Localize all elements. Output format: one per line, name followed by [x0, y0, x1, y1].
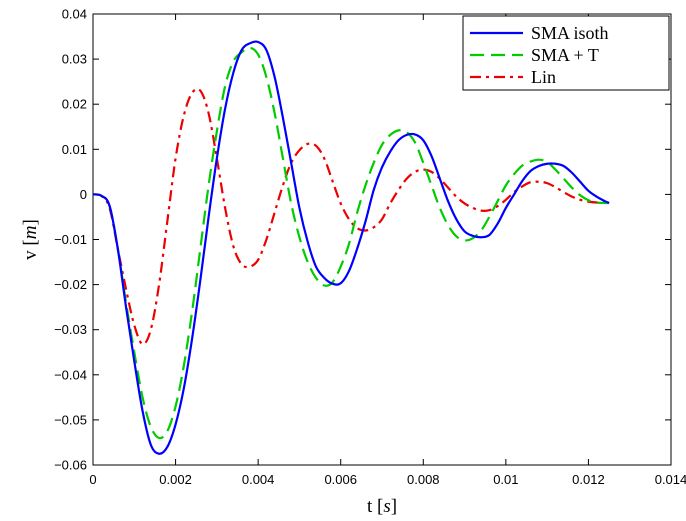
legend-entry: SMA isoth	[470, 23, 609, 43]
y-tick-label: −0.01	[54, 232, 87, 247]
x-axis-label-unit: s	[383, 496, 390, 517]
x-tick-label: 0.006	[324, 472, 357, 487]
x-axis-label: t [s]	[367, 496, 397, 517]
x-axis-label-close-bracket: ]	[391, 496, 397, 517]
y-axis-ticks: −0.06 −0.05 −0.04 −0.03 −0.02 −0.01 0 0.01 0.02 0…	[54, 7, 671, 473]
x-tick-label: 0.014	[655, 472, 686, 487]
legend-label: SMA isoth	[531, 23, 609, 43]
x-tick-label: 0.002	[159, 472, 192, 487]
y-axis-label-open-bracket: [	[20, 239, 41, 245]
y-axis-label-var: v	[20, 250, 41, 260]
x-axis-label-open-bracket: [	[377, 496, 383, 517]
series-line-sma-isoth	[93, 40, 610, 455]
y-tick-label: 0.04	[62, 7, 87, 22]
y-tick-label: −0.02	[54, 277, 87, 292]
y-axis-label-close-bracket: ]	[20, 219, 41, 225]
x-tick-label: 0.008	[407, 472, 440, 487]
legend-entry: Lin	[470, 67, 556, 87]
y-axis-label: v [m]	[20, 219, 41, 260]
legend-label: SMA + T	[531, 45, 599, 65]
y-tick-label: 0.02	[62, 97, 87, 112]
legend-entry: SMA + T	[470, 45, 599, 65]
x-tick-label: 0.004	[242, 472, 275, 487]
x-axis-label-var: t	[367, 496, 373, 517]
y-tick-label: 0.01	[62, 142, 87, 157]
y-tick-label: 0	[80, 187, 87, 202]
y-tick-label: −0.04	[54, 367, 87, 382]
series-line-sma-t	[93, 46, 610, 440]
legend-label: Lin	[531, 67, 556, 87]
y-axis-label-unit: m	[20, 226, 41, 240]
series-layer	[93, 40, 610, 455]
y-tick-label: −0.06	[54, 458, 87, 473]
y-tick-label: −0.05	[54, 412, 87, 427]
y-tick-label: 0.03	[62, 52, 87, 67]
x-tick-label: 0.012	[572, 472, 605, 487]
x-tick-label: 0	[89, 472, 96, 487]
y-tick-label: −0.03	[54, 322, 87, 337]
x-tick-label: 0.01	[493, 472, 518, 487]
